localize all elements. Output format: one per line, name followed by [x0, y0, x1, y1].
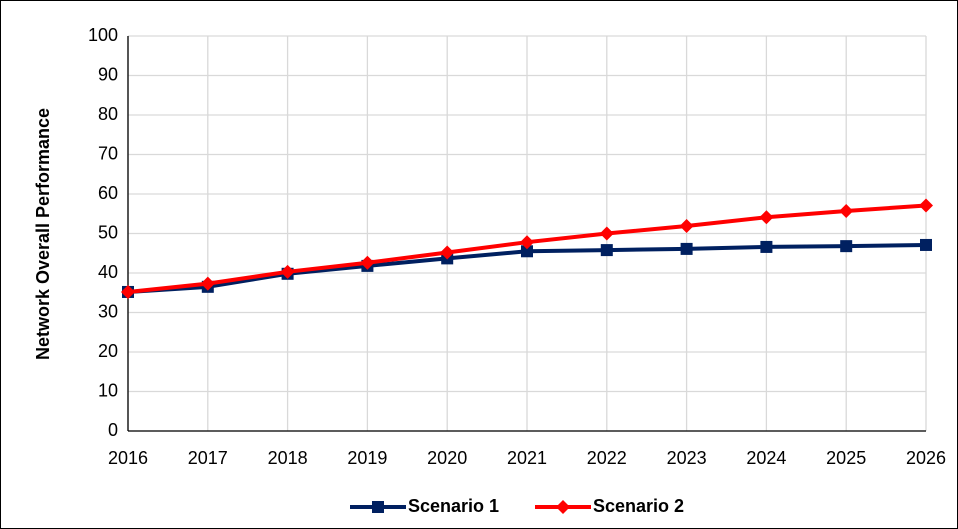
- marker: [520, 235, 534, 250]
- legend-label: Scenario 1: [408, 496, 499, 516]
- marker: [680, 242, 693, 255]
- y-tick-label: 60: [98, 183, 118, 203]
- y-axis-label: Network Overall Performance: [33, 108, 53, 360]
- marker: [599, 226, 614, 241]
- y-tick-label: 0: [108, 420, 118, 440]
- y-tick-label: 50: [98, 222, 118, 242]
- legend-marker: [372, 501, 384, 513]
- x-tick-label: 2024: [746, 448, 786, 468]
- y-tick-label: 70: [98, 143, 118, 163]
- y-tick-label: 30: [98, 301, 118, 321]
- x-tick-label: 2019: [347, 448, 387, 468]
- y-tick-label: 90: [98, 64, 118, 84]
- marker: [760, 240, 773, 253]
- marker: [521, 245, 533, 258]
- marker: [280, 264, 295, 279]
- x-tick-label: 2021: [507, 448, 547, 468]
- marker: [759, 210, 774, 225]
- x-tick-label: 2023: [667, 448, 707, 468]
- y-tick-label: 100: [88, 25, 118, 45]
- marker: [600, 244, 613, 257]
- y-tick-label: 40: [98, 262, 118, 282]
- marker: [679, 218, 694, 233]
- marker: [121, 284, 135, 299]
- y-tick-label: 80: [98, 104, 118, 124]
- marker: [840, 240, 853, 253]
- legend-label: Scenario 2: [593, 496, 684, 516]
- marker: [919, 198, 933, 213]
- marker: [360, 255, 375, 270]
- x-tick-label: 2018: [268, 448, 308, 468]
- x-tick-label: 2025: [826, 448, 866, 468]
- y-tick-label: 20: [98, 341, 118, 361]
- x-tick-label: 2020: [427, 448, 467, 468]
- marker: [200, 276, 215, 291]
- marker: [440, 245, 455, 260]
- x-tick-label: 2026: [906, 448, 946, 468]
- legend-marker: [556, 500, 570, 514]
- x-tick-label: 2022: [587, 448, 627, 468]
- marker: [839, 203, 854, 218]
- x-tick-label: 2016: [108, 448, 148, 468]
- marker: [920, 238, 932, 251]
- x-tick-label: 2017: [188, 448, 228, 468]
- y-tick-label: 10: [98, 380, 118, 400]
